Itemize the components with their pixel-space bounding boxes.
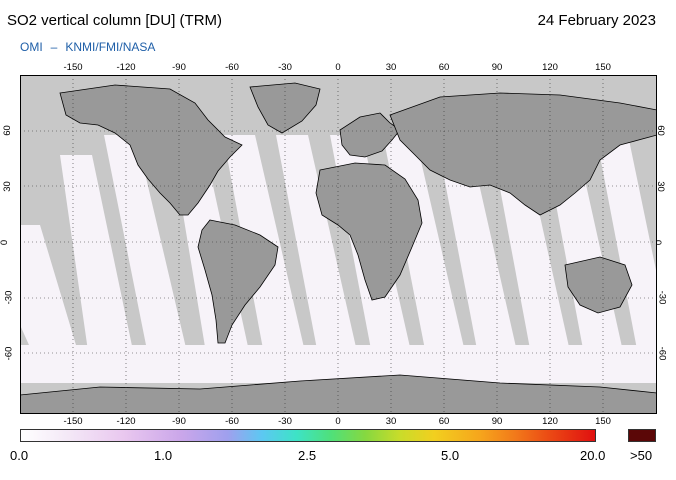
lon-tick-top: -60 [225,62,239,73]
lon-tick-top: 120 [542,62,558,73]
southern-ocean-swath [20,345,657,383]
lat-tick-left: 0 [0,239,11,246]
credit-separator: – [50,40,58,54]
colorbar-overflow-swatch [628,429,656,442]
lon-tick-bottom: -30 [278,416,292,427]
colorbar-overflow-label: >50 [630,448,653,463]
lon-tick-top: 30 [385,62,397,73]
land-masses [20,82,657,414]
swath-band [104,135,190,365]
africa [315,162,423,301]
swath-band [596,135,657,365]
lat-tick-left: 60 [1,125,13,136]
lon-tick-top: -120 [116,62,136,73]
south-america [197,219,279,344]
world-map [20,75,657,414]
colorbar [20,429,596,442]
swath-band [436,135,520,365]
lon-tick-bottom: 0 [335,416,341,427]
lon-tick-bottom: 150 [595,416,611,427]
colorbar-label: 5.0 [441,448,460,463]
australia [564,256,633,314]
lon-tick-top: -90 [172,62,186,73]
graticule [20,75,657,414]
colorbar-label: 0.0 [10,448,29,463]
lat-tick-right: -30 [656,290,668,305]
lat-tick-left: -30 [3,290,15,305]
lon-tick-top: 0 [335,62,341,73]
colorbar-label: 1.0 [154,448,173,463]
lon-tick-top: 60 [438,62,450,73]
swath-band [20,225,82,365]
lon-tick-bottom: -90 [172,416,186,427]
data-credit: OMI – KNMI/FMI/NASA [20,40,155,54]
lon-tick-top: -150 [63,62,83,73]
lon-tick-top: 150 [595,62,611,73]
lon-tick-top: 90 [491,62,503,73]
lon-tick-bottom: 30 [385,416,397,427]
lon-tick-bottom: 120 [542,416,558,427]
asia [389,92,657,216]
swath-band [276,135,360,365]
north-america [59,84,243,216]
lon-tick-bottom: 60 [438,416,450,427]
swath-band [60,155,136,365]
lon-tick-bottom: -60 [225,416,239,427]
lon-tick-bottom: -120 [116,416,136,427]
colorbar-label: 20.0 [580,448,606,463]
lon-tick-bottom: 90 [491,416,503,427]
map-frame [20,75,657,414]
credit-instrument: OMI [20,40,43,54]
lat-tick-left: -60 [3,346,15,361]
antarctica [20,374,657,414]
colorbar-label: 2.5 [298,448,317,463]
map-date: 24 February 2023 [537,12,656,29]
lat-tick-left: 30 [1,181,13,192]
lon-tick-bottom: -150 [63,416,83,427]
credit-agencies: KNMI/FMI/NASA [65,40,156,54]
map-title: SO2 vertical column [DU] (TRM) [7,12,223,29]
europe [339,112,401,158]
lat-tick-right: -60 [656,346,668,361]
lon-tick-top: -30 [278,62,292,73]
